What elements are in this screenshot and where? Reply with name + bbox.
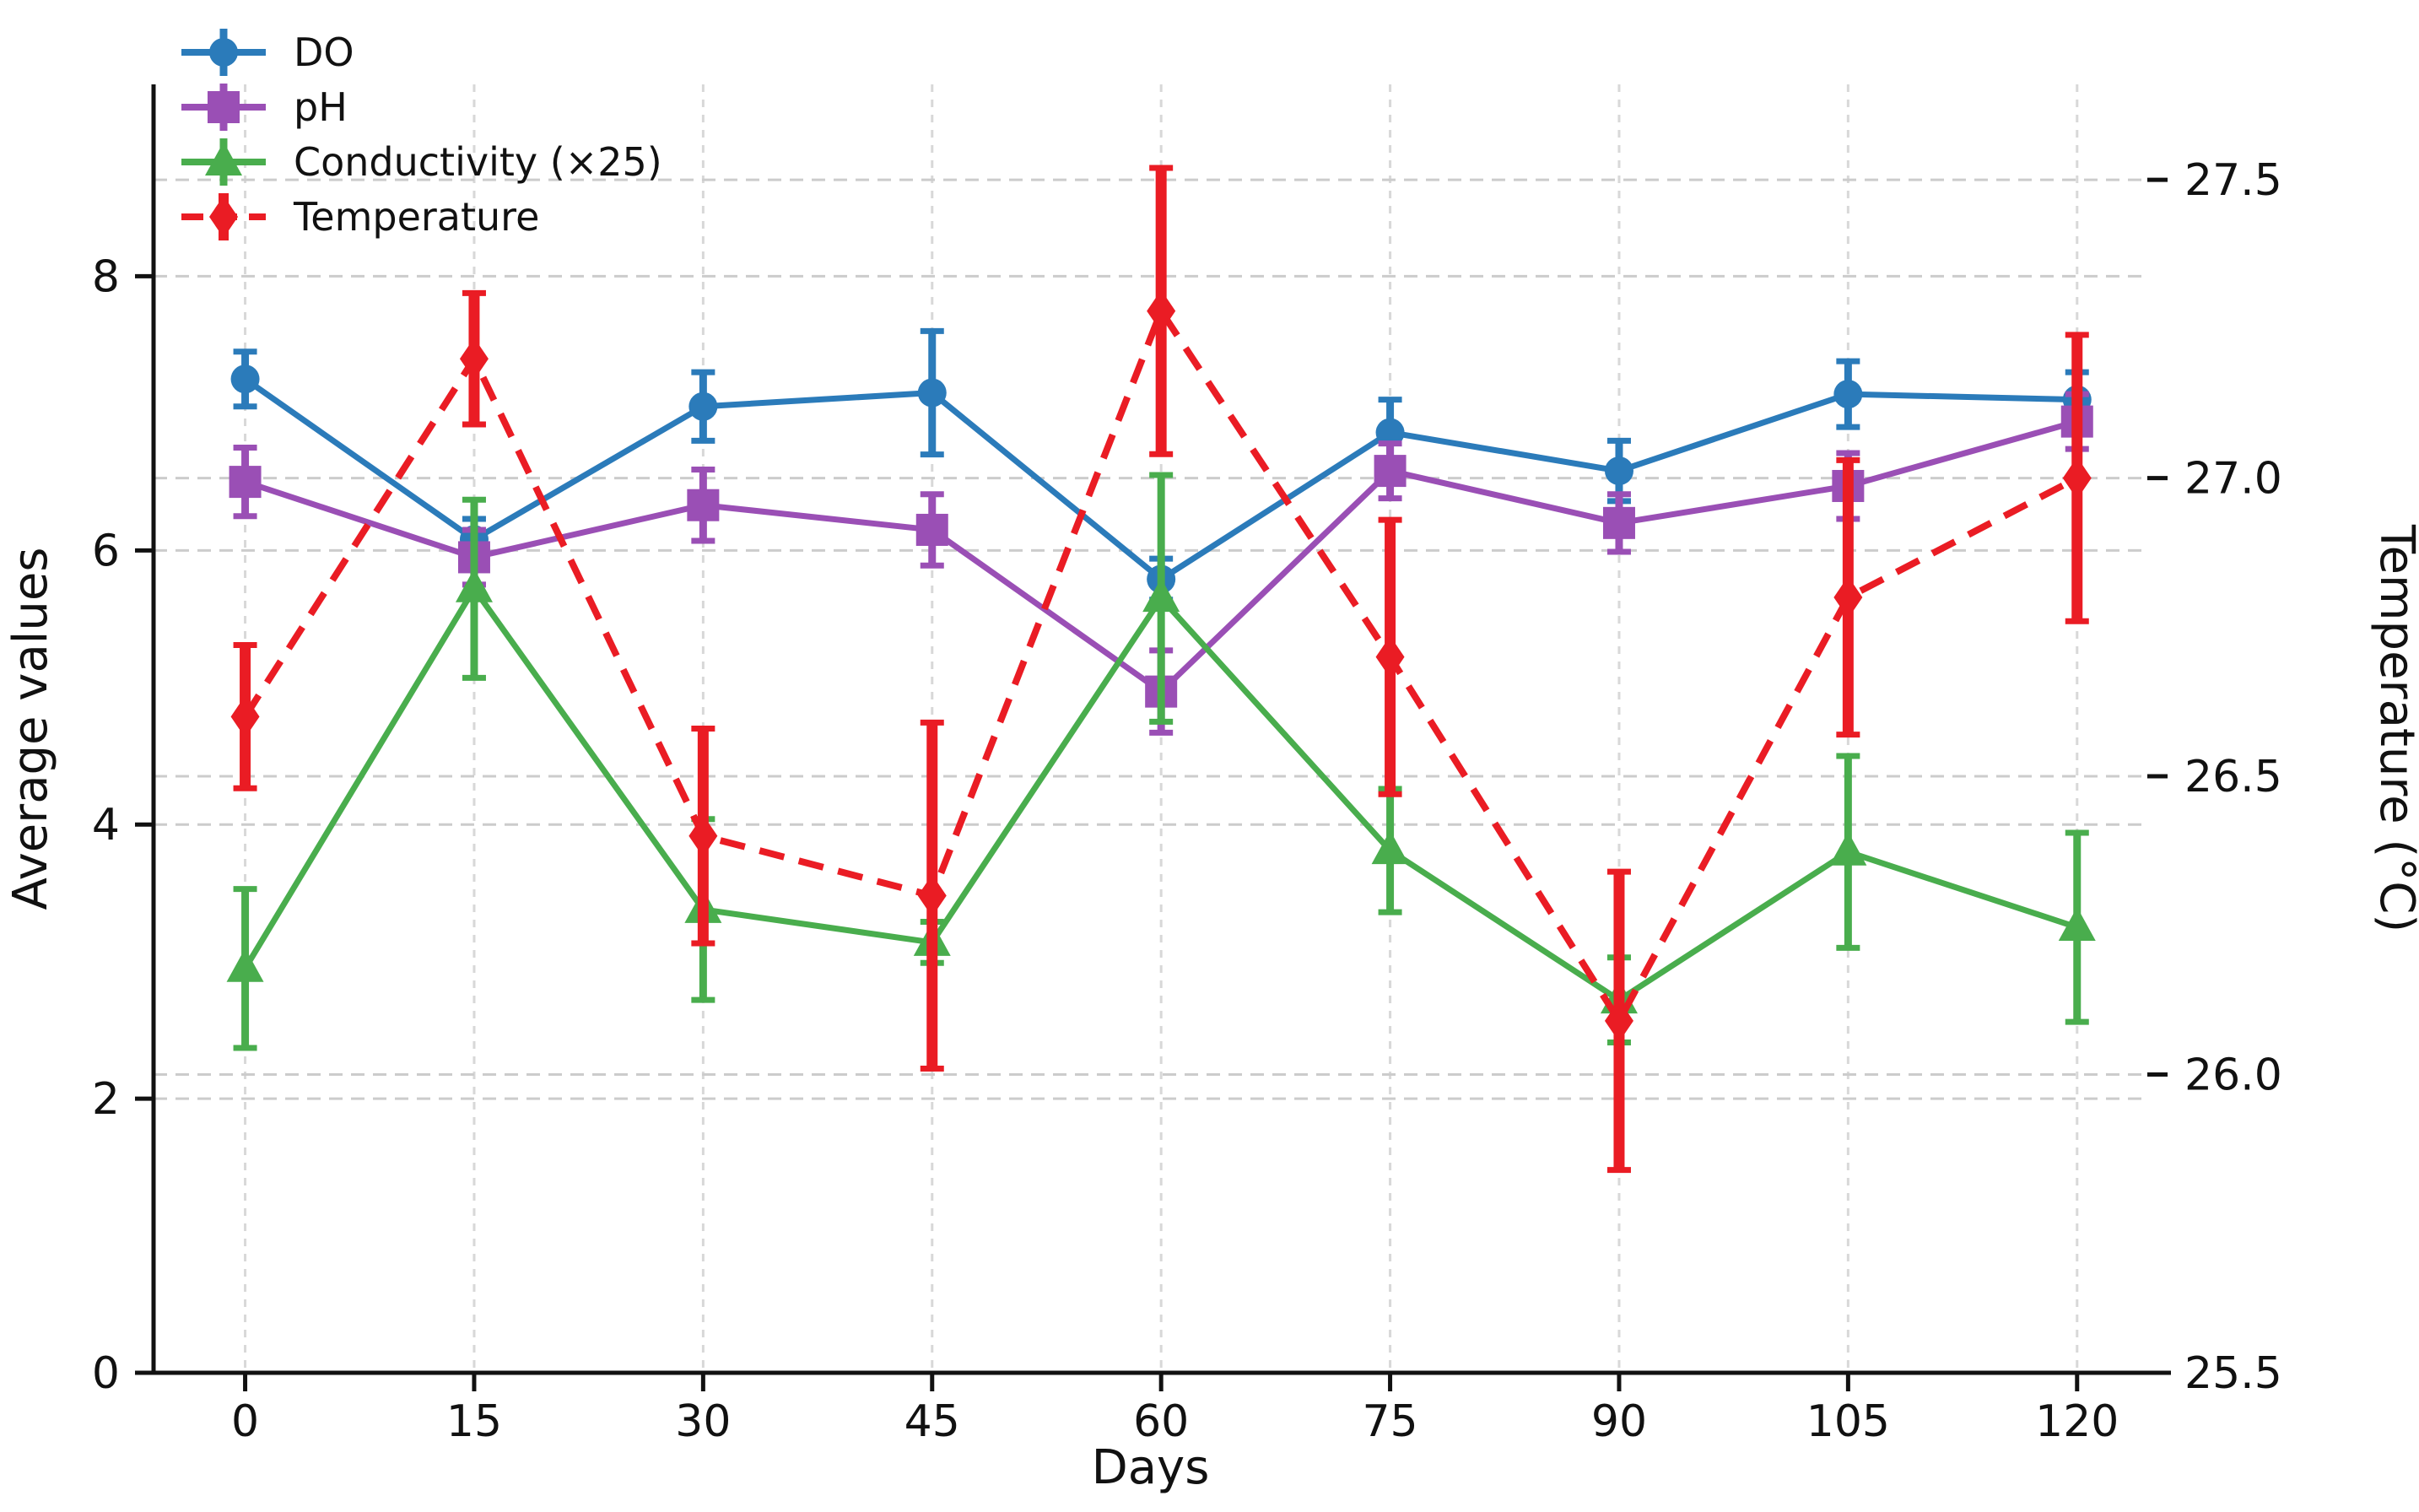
data-point-temperature-day-105	[1833, 575, 1863, 618]
x-axis-tick-label: 30	[675, 1396, 731, 1447]
data-point-temperature-day-60	[1147, 289, 1176, 332]
x-axis-tick-label: 120	[2035, 1396, 2119, 1447]
y-axis-left-tick-label: 8	[92, 251, 120, 302]
x-axis-tick-label: 60	[1133, 1396, 1189, 1447]
legend-label: pH	[294, 84, 348, 130]
data-point-temperature-day-120	[2062, 456, 2092, 500]
axis-titles: Days Average values Temperature (°C)	[3, 524, 2419, 1495]
y-axis-right-tick-label: 27.5	[2184, 155, 2282, 206]
y-axis-left: 0 2 4 6 8	[92, 251, 154, 1399]
data-point-temperature-day-90	[1604, 999, 1633, 1042]
x-axis-tick-label: 15	[446, 1396, 502, 1447]
data-point-do-day-90	[1604, 456, 1633, 486]
data-point-do-day-105	[1833, 380, 1863, 409]
series-temperature	[230, 165, 2092, 1174]
y-axis-left-tick-label: 2	[92, 1074, 120, 1125]
data-point-ph-day-30	[687, 489, 720, 521]
y-axis-left-tick-label: 6	[92, 526, 120, 576]
data-point-temperature-day-15	[459, 338, 489, 381]
legend-label: Conductivity (×25)	[294, 139, 662, 185]
legend-entry-conductivity-25: Conductivity (×25)	[181, 138, 662, 186]
data-point-do-day-30	[688, 392, 718, 421]
data-point-conductivity-25-day-105	[1829, 831, 1867, 866]
data-point-temperature-day-0	[230, 695, 260, 738]
legend-entry-temperature: Temperature	[181, 193, 539, 240]
x-axis-tick-label: 45	[904, 1396, 960, 1447]
data-point-ph-day-45	[915, 513, 948, 546]
legend-label: Temperature	[293, 194, 539, 240]
x-axis-title: Days	[1092, 1440, 1210, 1495]
y-axis-right-tick-label: 25.5	[2184, 1348, 2282, 1399]
x-axis-tick-label: 75	[1362, 1396, 1417, 1447]
data-point-conductivity-25-day-0	[226, 948, 264, 982]
x-axis-tick-label: 105	[1806, 1396, 1890, 1447]
data-point-do-day-75	[1375, 418, 1405, 447]
data-point-temperature-day-75	[1375, 635, 1405, 678]
y-axis-right-tick-label: 26.0	[2184, 1050, 2282, 1101]
y-axis-right-tick-label: 27.0	[2184, 454, 2282, 505]
data-point-temperature-day-30	[688, 814, 718, 857]
data-point-do-day-45	[917, 378, 947, 408]
y-axis-left-tick-label: 4	[92, 800, 120, 850]
y-axis-left-tick-label: 0	[92, 1348, 120, 1399]
data-point-conductivity-25-day-15	[455, 568, 493, 602]
x-axis: 0 15 30 45 60 75 90 105 120	[231, 1373, 2119, 1447]
x-axis-tick-label: 90	[1591, 1396, 1647, 1447]
y-axis-right: 25.5 26.0 26.5 27.0 27.5	[2147, 155, 2282, 1399]
y-axis-right-title: Temperature (°C)	[2369, 524, 2419, 932]
data-point-ph-day-90	[1602, 506, 1635, 539]
data-point-do-day-0	[230, 364, 260, 394]
data-point-ph-day-0	[229, 466, 262, 499]
x-axis-tick-label: 0	[231, 1396, 259, 1447]
y-axis-left-title: Average values	[3, 548, 58, 910]
y-axis-right-tick-label: 26.5	[2184, 752, 2282, 802]
data-point-conductivity-25-day-60	[1142, 578, 1180, 613]
data-point-conductivity-25-day-120	[2058, 907, 2096, 942]
horizontal-gridlines	[154, 178, 2147, 1100]
data-point-conductivity-25-day-75	[1371, 830, 1409, 865]
data-point-temperature-day-45	[917, 874, 947, 917]
legend-entry-ph: pH	[181, 84, 348, 131]
legend-entry-do: DO	[181, 29, 354, 76]
legend-label: DO	[294, 30, 354, 75]
legend: DO pH Conductivity (×25) Temperature	[181, 29, 662, 240]
data-point-ph-day-75	[1374, 455, 1407, 488]
